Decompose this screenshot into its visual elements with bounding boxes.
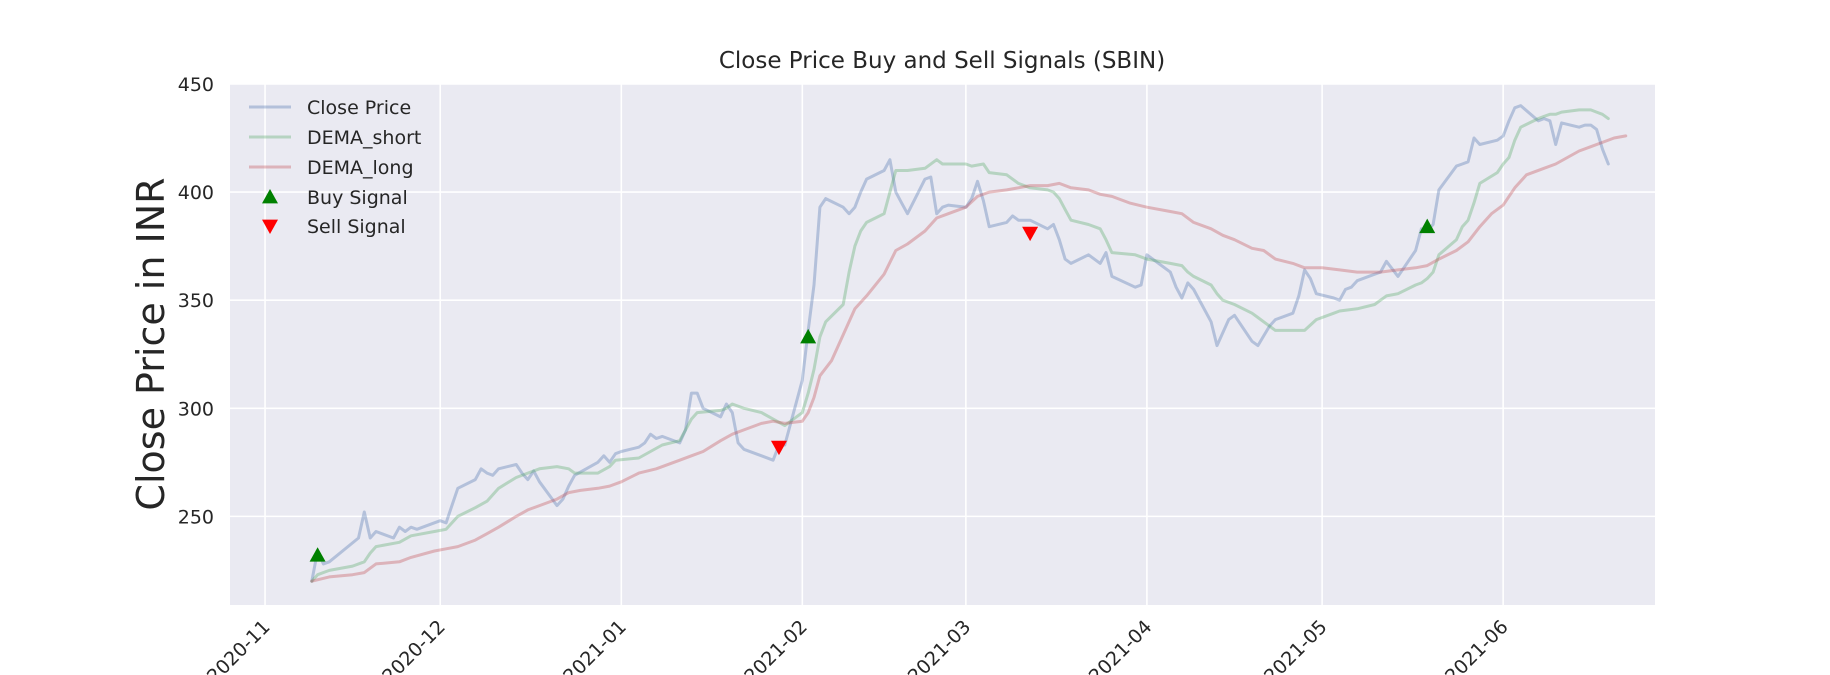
legend-label: Sell Signal: [307, 216, 406, 238]
x-tick-label: 2021-03: [904, 616, 976, 675]
legend-label: Buy Signal: [307, 187, 408, 209]
legend: Close Price DEMA_short DEMA_long Buy Signal…: [249, 97, 421, 238]
legend-label: DEMA_short: [307, 127, 421, 149]
series-line-dema-short: [310, 108, 1610, 583]
legend-buy-marker: [262, 189, 278, 204]
y-tick-label: 250: [178, 506, 214, 528]
x-tick-label: 2021-05: [1260, 616, 1332, 675]
y-tick-labels: 250 300 350 400 450: [178, 74, 214, 528]
legend-sell-marker: [262, 219, 278, 234]
buy-signal-marker: [1419, 218, 1436, 234]
marker-layer: [309, 218, 1436, 562]
x-tick-label: 2021-02: [740, 616, 812, 675]
y-axis-label: Close Price in INR: [129, 177, 173, 510]
series-line-close-price: [310, 104, 1610, 583]
sell-signal-marker: [770, 440, 787, 456]
chart-title: Close Price Buy and Sell Signals (SBIN): [719, 48, 1165, 74]
legend-label: Close Price: [307, 97, 411, 119]
plot-background: [230, 84, 1655, 605]
y-tick-label: 300: [178, 398, 214, 420]
grid: [230, 83, 1655, 605]
x-tick-label: 2021-06: [1441, 616, 1513, 675]
sell-signal-marker: [1022, 226, 1039, 242]
series-line-dema-long: [310, 134, 1628, 583]
legend-label: DEMA_long: [307, 157, 414, 179]
buy-signal-marker: [800, 328, 817, 344]
y-tick-label: 450: [178, 74, 214, 96]
x-tick-label: 2021-04: [1085, 616, 1157, 675]
y-tick-label: 400: [178, 182, 214, 204]
series-layer: [310, 104, 1628, 583]
x-tick-label: 2021-01: [559, 616, 631, 675]
y-tick-label: 350: [178, 290, 214, 312]
x-tick-labels: 2020-11 2020-12 2021-01 2021-02 2021-03 2021-…: [203, 616, 1513, 675]
buy-signal-marker: [309, 547, 326, 562]
x-tick-label: 2020-11: [203, 616, 275, 675]
x-tick-label: 2020-12: [378, 616, 450, 675]
